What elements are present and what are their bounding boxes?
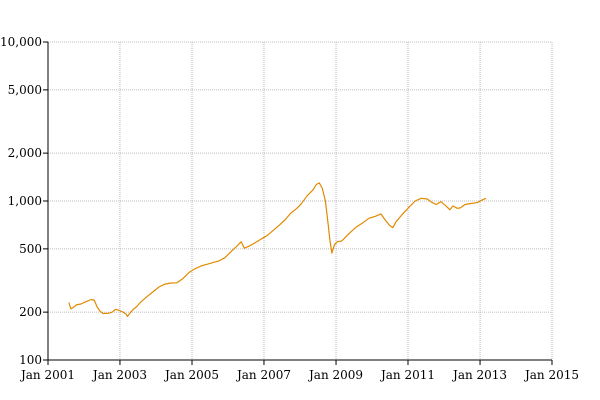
x-tick-label: Jan 2007 [235, 368, 291, 382]
x-tick-label: Jan 2015 [523, 368, 579, 382]
y-tick-label: 100 [19, 353, 42, 367]
y-tick-label: 2,000 [8, 146, 42, 160]
y-tick-label: 5,000 [8, 83, 42, 97]
x-tick-label: Jan 2013 [451, 368, 507, 382]
series-layer [68, 182, 487, 317]
x-tick-label: Jan 2003 [91, 368, 147, 382]
x-tick-label: Jan 2001 [19, 368, 75, 382]
ticks [43, 41, 553, 365]
x-tick-label: Jan 2009 [307, 368, 363, 382]
grid [47, 41, 553, 361]
y-tick-label: 10,000 [0, 35, 42, 49]
x-tick-label: Jan 2005 [163, 368, 219, 382]
y-tick-label: 200 [19, 305, 42, 319]
y-tick-label: 1,000 [8, 194, 42, 208]
x-tick-label: Jan 2011 [379, 368, 435, 382]
tick-labels: Jan 2001 Jan 2003 Jan 2005 Jan 2007 Jan 2009… [0, 35, 579, 382]
y-tick-label: 500 [19, 242, 42, 256]
series-line [68, 182, 487, 317]
